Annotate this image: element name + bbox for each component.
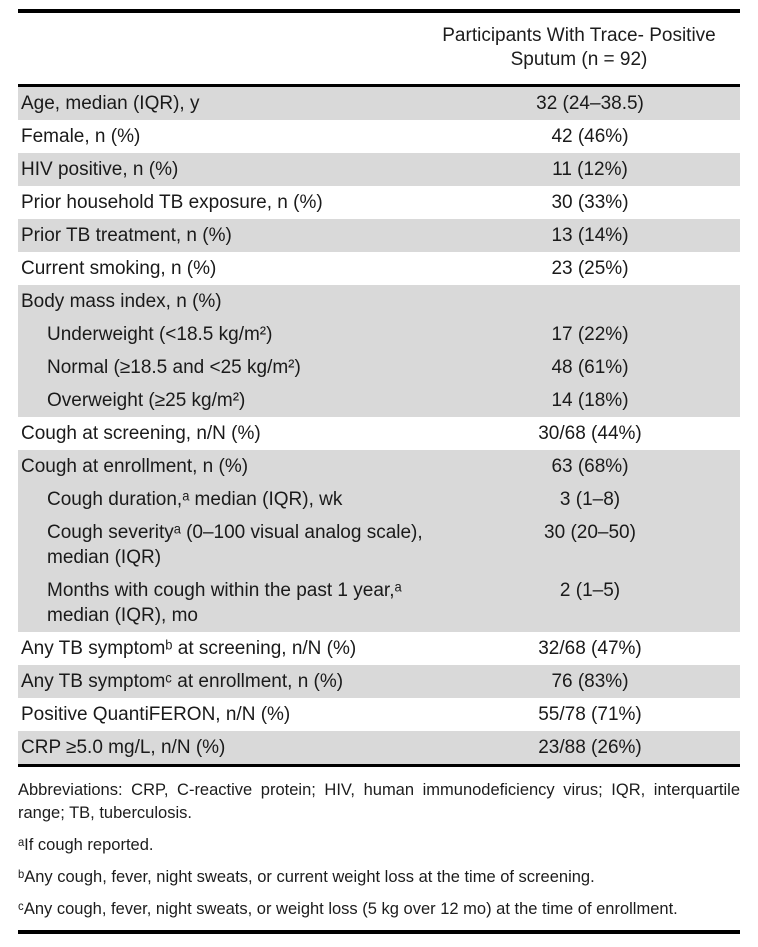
rule-body-bottom: [18, 764, 740, 767]
table-header: Participants With Trace- Positive Sputum…: [18, 13, 740, 84]
footnote: ᵃIf cough reported.: [18, 836, 154, 854]
row-label: Cough at enrollment, n (%): [21, 456, 249, 477]
row-value: 17 (22%): [551, 324, 629, 345]
table-row: Prior household TB exposure, n (%) 30 (3…: [18, 186, 740, 219]
row-value: 11 (12%): [552, 159, 628, 180]
column-header-line1: Participants With Trace- Positive: [442, 25, 716, 46]
row-label: HIV positive, n (%): [21, 159, 179, 180]
table-row: Any TB symptomᶜ at enrollment, n (%) 76 …: [18, 665, 740, 698]
row-value: 23/88 (26%): [538, 737, 642, 758]
participants-table: Participants With Trace- Positive Sputum…: [18, 9, 740, 934]
row-value: 13 (14%): [551, 225, 629, 246]
table-row: Cough severityᵃ (0–100 visual analog sca…: [18, 516, 740, 574]
table-row: Female, n (%) 42 (46%): [18, 120, 740, 153]
column-header: Participants With Trace- Positive Sputum…: [418, 24, 740, 72]
table-body: Age, median (IQR), y 32 (24–38.5) Female…: [18, 87, 740, 764]
row-label: Prior TB treatment, n (%): [21, 225, 232, 246]
table-row: Months with cough within the past 1 year…: [18, 574, 740, 632]
table-row: Normal (≥18.5 and <25 kg/m²) 48 (61%): [18, 351, 740, 384]
row-label: Cough duration,ᵃ median (IQR), wk: [47, 489, 343, 510]
row-label: Cough at screening, n/N (%): [21, 423, 261, 444]
row-value: 32/68 (47%): [538, 638, 642, 659]
column-header-line2: Sputum (n = 92): [510, 49, 648, 70]
table-row: Any TB symptomᵇ at screening, n/N (%) 32…: [18, 632, 740, 665]
table-row: Positive QuantiFERON, n/N (%) 55/78 (71%…: [18, 698, 740, 731]
table-row: Prior TB treatment, n (%) 13 (14%): [18, 219, 740, 252]
row-value: 2 (1–5): [559, 580, 621, 601]
row-value: 48 (61%): [551, 357, 629, 378]
table-row: Age, median (IQR), y 32 (24–38.5): [18, 87, 740, 120]
row-value: [440, 285, 740, 293]
rule-header-bottom: [18, 84, 740, 87]
row-value: 76 (83%): [551, 671, 629, 692]
row-label: Normal (≥18.5 and <25 kg/m²): [47, 357, 301, 378]
header-spacer: [18, 24, 418, 72]
table-row: HIV positive, n (%) 11 (12%): [18, 153, 740, 186]
row-label: Cough severityᵃ (0–100 visual analog sca…: [47, 522, 423, 568]
row-value: 3 (1–8): [559, 489, 621, 510]
table-row: Cough at screening, n/N (%) 30/68 (44%): [18, 417, 740, 450]
row-value: 23 (25%): [551, 258, 629, 279]
table-row: Current smoking, n (%) 23 (25%): [18, 252, 740, 285]
row-label: Months with cough within the past 1 year…: [47, 580, 402, 626]
row-value: 30 (33%): [551, 192, 629, 213]
row-label: Any TB symptomᶜ at enrollment, n (%): [21, 671, 344, 692]
rule-top: [18, 9, 740, 13]
table-row: Overweight (≥25 kg/m²) 14 (18%): [18, 384, 740, 417]
row-label: CRP ≥5.0 mg/L, n/N (%): [21, 737, 226, 758]
row-label: Any TB symptomᵇ at screening, n/N (%): [21, 638, 357, 659]
row-label: Overweight (≥25 kg/m²): [47, 390, 246, 411]
row-label: Age, median (IQR), y: [21, 93, 200, 114]
row-value: 30/68 (44%): [538, 423, 642, 444]
footnote: Abbreviations: CRP, C-reactive protein; …: [18, 781, 740, 822]
rule-page-end: [18, 930, 740, 934]
table-row: CRP ≥5.0 mg/L, n/N (%) 23/88 (26%): [18, 731, 740, 764]
row-value: 63 (68%): [551, 456, 629, 477]
row-label: Prior household TB exposure, n (%): [21, 192, 323, 213]
table-row: Cough at enrollment, n (%) 63 (68%): [18, 450, 740, 483]
footnotes: Abbreviations: CRP, C-reactive protein; …: [18, 767, 740, 921]
row-value: 55/78 (71%): [538, 704, 642, 725]
row-value: 14 (18%): [551, 390, 629, 411]
table-row: Underweight (<18.5 kg/m²) 17 (22%): [18, 318, 740, 351]
footnote: ᶜAny cough, fever, night sweats, or weig…: [18, 900, 678, 918]
row-label: Current smoking, n (%): [21, 258, 217, 279]
row-label: Positive QuantiFERON, n/N (%): [21, 704, 291, 725]
row-value: 42 (46%): [551, 126, 629, 147]
row-label: Body mass index, n (%): [21, 291, 222, 312]
table-row: Cough duration,ᵃ median (IQR), wk 3 (1–8…: [18, 483, 740, 516]
row-label: Underweight (<18.5 kg/m²): [47, 324, 273, 345]
row-value: 30 (20–50): [544, 522, 636, 543]
row-value: 32 (24–38.5): [536, 93, 644, 114]
table-row: Body mass index, n (%): [18, 285, 740, 318]
row-label: Female, n (%): [21, 126, 141, 147]
footnote: ᵇAny cough, fever, night sweats, or curr…: [18, 868, 595, 886]
